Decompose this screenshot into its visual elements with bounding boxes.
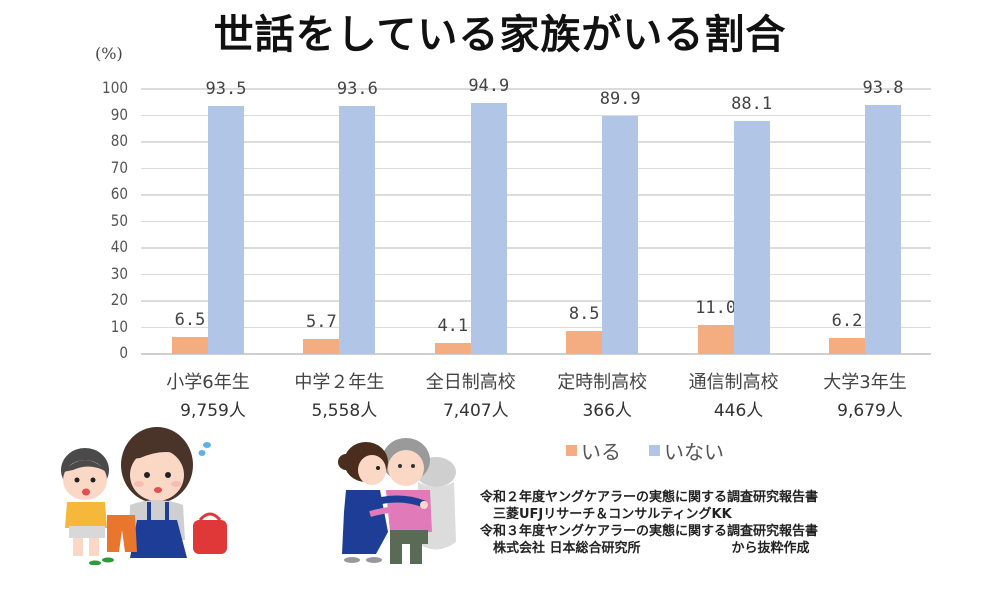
category-label: 通信制高校: [688, 372, 779, 393]
data-label: 5.7: [306, 311, 337, 332]
category-label: 小学6年生: [166, 372, 250, 393]
source-citation: 令和２年度ヤングケアラーの実態に関する調査研究報告書 三菱UFJリサーチ＆コンサ…: [480, 489, 818, 557]
legend: いる いない: [566, 436, 752, 465]
sample-size-label: 446人: [713, 401, 764, 421]
y-tick-label: 70: [110, 157, 128, 177]
sample-size-label: 9,679人: [837, 401, 903, 421]
bar-iru: [829, 337, 865, 354]
gridline: [141, 194, 931, 196]
bar-inai: [733, 120, 770, 354]
source-line: 令和２年度ヤングケアラーの実態に関する調査研究報告書: [480, 490, 819, 505]
legend-item: いる: [566, 436, 621, 465]
y-tick-label: 0: [119, 343, 128, 362]
bar-iru: [566, 331, 603, 354]
randoseru-icon: [193, 520, 227, 554]
y-tick-label: 30: [110, 263, 128, 283]
category-label: 定時制高校: [557, 372, 648, 393]
bar-inai: [865, 105, 901, 354]
sample-size-label: 7,407人: [442, 401, 509, 421]
data-label: 93.8: [862, 78, 904, 99]
gridline: [141, 326, 931, 329]
data-label: 89.9: [599, 88, 641, 109]
y-tick-label: 90: [110, 104, 128, 124]
legend-swatch-icon: [566, 445, 577, 456]
mother-child-illustration: [61, 427, 227, 565]
y-tick-label: 10: [110, 316, 128, 336]
data-label: 93.6: [336, 78, 378, 99]
bar-iru: [303, 338, 340, 354]
legend-label: いない: [664, 440, 724, 464]
y-tick-label: 80: [110, 131, 128, 150]
legend-item: いない: [649, 436, 724, 465]
gridline: [141, 88, 931, 90]
gridline: [141, 353, 931, 356]
y-tick-label: 50: [110, 210, 128, 230]
caregiver-elderly-illustration: [338, 438, 456, 564]
chart-title: 世話をしている家族がいる割合: [213, 12, 787, 58]
bar-inai: [602, 115, 639, 354]
bar-iru: [172, 336, 208, 354]
sweat-icon: [203, 442, 211, 448]
legend-label: いる: [581, 440, 621, 464]
sample-size-label: 9,759人: [180, 401, 246, 421]
category-label: 中学２年生: [294, 372, 385, 393]
category-label: 大学3年生: [823, 372, 907, 393]
sample-size-label: 366人: [582, 401, 632, 421]
gridline: [141, 114, 931, 117]
gridline: [141, 141, 931, 143]
data-label: 93.5: [205, 79, 247, 100]
category-label: 全日制高校: [425, 372, 516, 393]
gridline: [141, 220, 931, 223]
gridline: [141, 247, 931, 249]
gridline: [141, 300, 931, 302]
legend-swatch-icon: [649, 445, 660, 456]
bar-inai: [470, 102, 507, 354]
source-line: 令和３年度ヤングケアラーの実態に関する調査研究報告書: [480, 524, 819, 539]
bar-inai: [208, 106, 244, 354]
bar-iru: [697, 324, 734, 354]
data-label: 8.5: [568, 304, 600, 325]
source-line: 三菱UFJリサーチ＆コンサルティングKK: [480, 507, 732, 522]
y-tick-label: 100: [102, 78, 128, 97]
data-label: 6.2: [831, 310, 863, 331]
gridline: [141, 273, 931, 276]
y-axis-unit: (%): [95, 44, 123, 63]
source-line: 株式会社 日本総合研究所 から抜粋作成: [480, 541, 810, 556]
data-label: 88.1: [731, 93, 773, 114]
sample-size-label: 5,558人: [311, 401, 378, 421]
y-tick-label: 20: [110, 290, 128, 309]
bar-inai: [339, 105, 376, 354]
bar-iru: [434, 343, 471, 354]
y-tick-label: 60: [110, 184, 128, 203]
gridline: [141, 167, 931, 170]
y-tick-label: 40: [110, 237, 128, 256]
data-label: 6.5: [174, 309, 206, 330]
data-label: 4.1: [437, 316, 469, 337]
data-label: 94.9: [468, 75, 510, 96]
data-label: 11.0: [695, 297, 737, 318]
